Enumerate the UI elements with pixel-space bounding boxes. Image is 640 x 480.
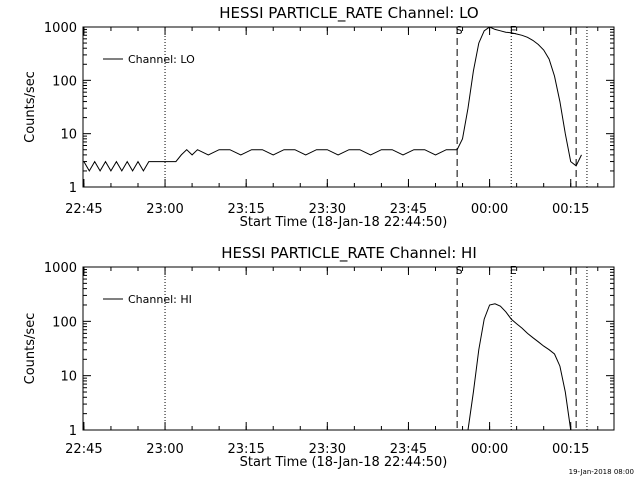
- y-tick-label: 10: [60, 370, 77, 385]
- y-tick-label: 1000: [44, 261, 77, 276]
- chart-title: HESSI PARTICLE_RATE Channel: LO: [219, 4, 478, 23]
- y-tick-label: 1000: [44, 21, 77, 36]
- y-tick-label: 1: [69, 181, 77, 196]
- y-tick-label: 100: [52, 315, 77, 330]
- x-tick-label: 22:45: [65, 442, 102, 457]
- x-tick-label: 00:15: [552, 442, 589, 457]
- chart-lo: HESSI PARTICLE_RATE Channel: LO 1 10 100 10…: [23, 4, 615, 230]
- x-tick-label: 23:30: [309, 202, 346, 217]
- x-tick-label: 23:00: [146, 442, 183, 457]
- x-tick-label: 00:00: [471, 442, 508, 457]
- y-tick-label: 1: [69, 424, 77, 439]
- x-tick-label: 23:15: [227, 442, 264, 457]
- chart-hi: HESSI PARTICLE_RATE Channel: HI 1 10 100 10…: [23, 244, 615, 470]
- x-tick-label: 00:15: [552, 202, 589, 217]
- plot-frame: [82, 26, 615, 188]
- marker-label: E: [510, 24, 517, 37]
- marker-label: E: [510, 264, 517, 277]
- y-tick-label: 100: [52, 74, 77, 89]
- plot-frame: [82, 266, 615, 431]
- y-axis-label: Counts/sec: [23, 313, 38, 385]
- marker-label: S: [456, 264, 463, 277]
- x-tick-label: 23:45: [390, 202, 427, 217]
- series-line: [467, 303, 572, 431]
- x-axis-label: Start Time (18-Jan-18 22:44:50): [240, 215, 448, 230]
- y-tick-label: 10: [60, 128, 77, 143]
- y-axis-label: Counts/sec: [23, 71, 38, 143]
- x-tick-label: 23:45: [390, 442, 427, 457]
- marker-label: S: [456, 24, 463, 37]
- x-tick-label: 22:45: [65, 202, 102, 217]
- x-axis-label: Start Time (18-Jan-18 22:44:50): [240, 455, 448, 470]
- legend-label: Channel: HI: [128, 293, 192, 306]
- series-line: [83, 26, 582, 172]
- x-tick-label: 23:30: [309, 442, 346, 457]
- x-tick-label: 00:00: [471, 202, 508, 217]
- chart-title: HESSI PARTICLE_RATE Channel: HI: [221, 244, 477, 263]
- x-tick-label: 23:00: [146, 202, 183, 217]
- x-tick-label: 23:15: [227, 202, 264, 217]
- legend-label: Channel: LO: [128, 53, 195, 66]
- footer-timestamp: 19-Jan-2018 08:00: [569, 468, 634, 476]
